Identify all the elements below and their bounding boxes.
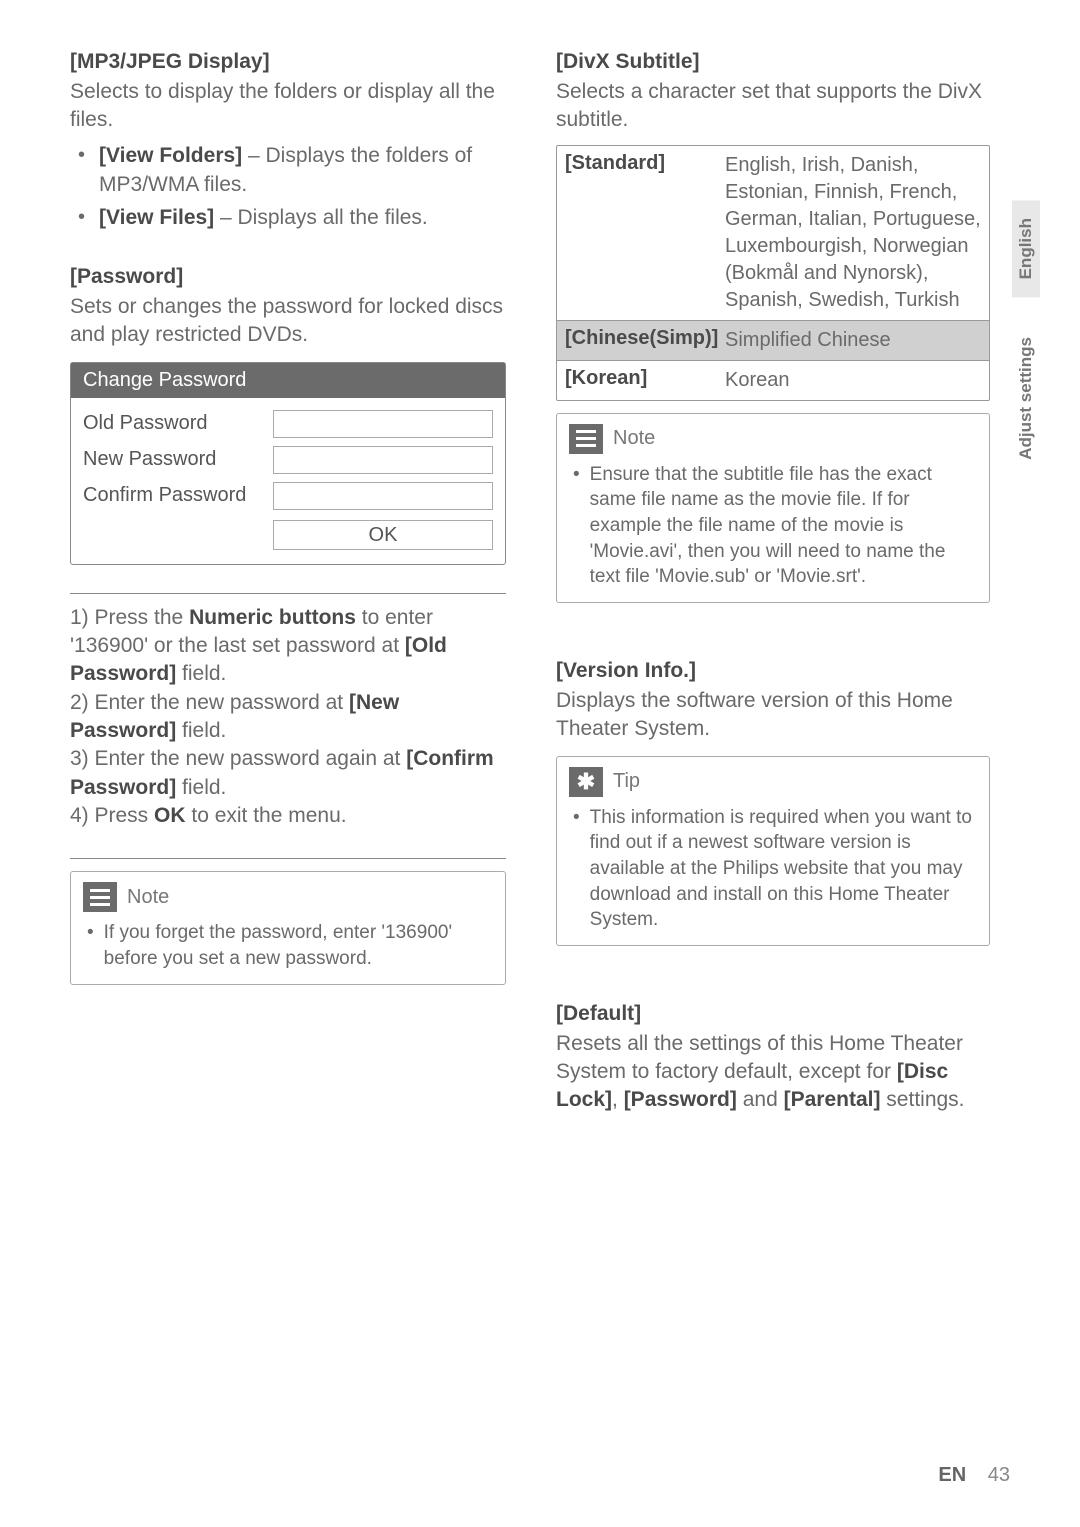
tip-text: This information is required when you wa… [590,805,977,933]
table-row: [Standard] English, Irish, Danish, Eston… [557,146,989,320]
tip-header: ✱ Tip [569,767,977,797]
password-row: Old Password [83,406,493,442]
footer-page: 43 [988,1464,1010,1486]
default-bold: [Parental] [784,1088,881,1111]
confirm-password-input[interactable] [273,482,493,510]
bullet-icon: • [78,203,85,232]
step-text: field. [176,662,226,685]
default-desc: Resets all the settings of this Home The… [556,1030,990,1115]
step-text: field. [176,719,226,742]
subtitle-table: [Standard] English, Irish, Danish, Eston… [556,145,990,401]
note-header: Note [83,882,493,912]
version-desc: Displays the software version of this Ho… [556,687,990,744]
note-label: Note [127,886,169,909]
change-password-box: Change Password Old Password New Passwor… [70,362,506,565]
right-column: [DivX Subtitle] Selects a character set … [556,50,1020,1115]
side-label-adjust: Adjust settings [1016,337,1036,460]
password-row: New Password [83,442,493,478]
mp3jpeg-title: [MP3/JPEG Display] [70,50,506,74]
bullet-icon: • [78,141,85,200]
list-item-bold: [View Folders] [99,144,242,167]
mp3jpeg-list: • [View Folders] – Displays the folders … [78,141,506,233]
divider [70,593,506,594]
list-item-text: [View Folders] – Displays the folders of… [99,141,506,200]
change-password-body: Old Password New Password Confirm Passwo… [71,398,505,564]
default-text: , [612,1088,624,1111]
table-key: [Chinese(Simp)] [557,321,717,360]
bullet-icon: • [573,462,580,590]
list-item-bold: [View Files] [99,206,214,229]
list-item: • [View Folders] – Displays the folders … [78,141,506,200]
default-bold: [Password] [624,1088,737,1111]
note-label: Note [613,427,655,450]
note-icon [569,424,603,454]
side-label-english: English [1012,200,1040,297]
note-icon [83,882,117,912]
note-header: Note [569,424,977,454]
note-box: Note •If you forget the password, enter … [70,871,506,984]
table-row: [Korean] Korean [557,360,989,400]
tip-icon: ✱ [569,767,603,797]
tip-label: Tip [613,770,640,793]
old-password-label: Old Password [83,412,273,435]
step-text: 2) Enter the new password at [70,691,349,714]
left-column: [MP3/JPEG Display] Selects to display th… [70,50,506,1115]
footer-lang: EN [938,1464,966,1486]
footer: EN 43 [938,1464,1010,1487]
default-text: settings. [880,1088,964,1111]
step-bold: Numeric buttons [189,606,356,629]
tip-box: ✱ Tip •This information is required when… [556,756,990,946]
divx-desc: Selects a character set that supports th… [556,78,990,135]
note-box: Note •Ensure that the subtitle file has … [556,413,990,603]
list-item: • [View Files] – Displays all the files. [78,203,506,232]
bullet-icon: • [87,920,94,971]
note-body: •If you forget the password, enter '1369… [83,920,493,971]
step-bold: OK [154,804,186,827]
new-password-label: New Password [83,448,273,471]
table-value: Simplified Chinese [717,321,989,360]
note-text: If you forget the password, enter '13690… [104,920,493,971]
table-key: [Korean] [557,361,717,400]
divx-title: [DivX Subtitle] [556,50,990,74]
table-row: [Chinese(Simp)] Simplified Chinese [557,320,989,360]
note-text: Ensure that the subtitle file has the ex… [590,462,977,590]
side-labels: English Adjust settings [1012,200,1040,460]
note-body: •Ensure that the subtitle file has the e… [569,462,977,590]
password-row: Confirm Password [83,478,493,514]
ok-button[interactable]: OK [273,520,493,550]
step-text: to exit the menu. [186,804,347,827]
step-text: field. [176,776,226,799]
old-password-input[interactable] [273,410,493,438]
step-text: 1) Press the [70,606,189,629]
change-password-header: Change Password [71,363,505,398]
version-title: [Version Info.] [556,659,990,683]
password-desc: Sets or changes the password for locked … [70,293,506,350]
step-text: 3) Enter the new password again at [70,747,406,770]
tip-body: •This information is required when you w… [569,805,977,933]
steps-text: 1) Press the Numeric buttons to enter '1… [70,604,506,831]
bullet-icon: • [573,805,580,933]
new-password-input[interactable] [273,446,493,474]
step-text: 4) Press [70,804,154,827]
list-item-rest: – Displays all the files. [214,206,428,229]
divider [70,858,506,859]
table-key: [Standard] [557,146,717,320]
table-value: Korean [717,361,989,400]
default-title: [Default] [556,1002,990,1026]
confirm-password-label: Confirm Password [83,484,273,507]
password-title: [Password] [70,265,506,289]
list-item-text: [View Files] – Displays all the files. [99,203,428,232]
table-value: English, Irish, Danish, Estonian, Finnis… [717,146,989,320]
default-text: and [737,1088,784,1111]
mp3jpeg-desc: Selects to display the folders or displa… [70,78,506,135]
